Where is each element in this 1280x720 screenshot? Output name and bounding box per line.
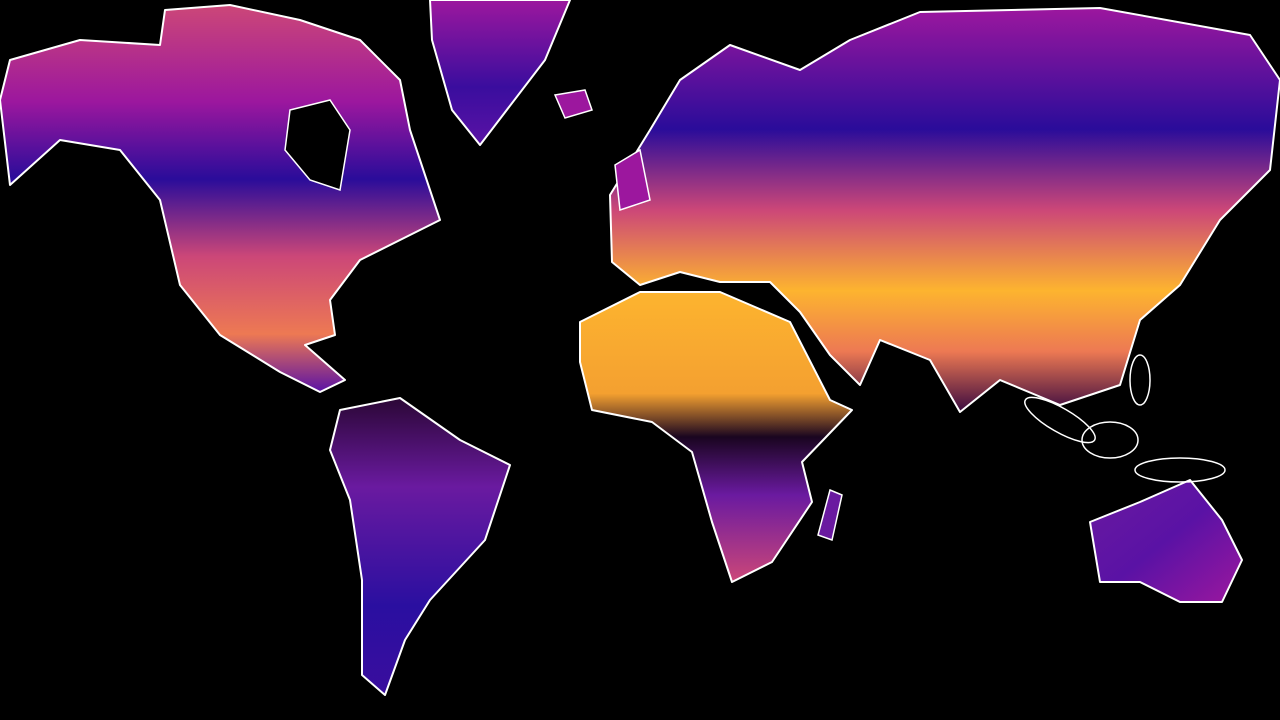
greenland xyxy=(429,0,571,146)
hudson-bay xyxy=(284,99,351,191)
africa xyxy=(579,291,853,583)
great-britain xyxy=(614,148,651,212)
australia xyxy=(1089,479,1243,603)
iceland xyxy=(553,89,593,119)
madagascar xyxy=(817,488,843,541)
south-america xyxy=(329,397,511,696)
eurasia xyxy=(609,7,1280,413)
maritime-southeast-asia xyxy=(1024,354,1226,483)
